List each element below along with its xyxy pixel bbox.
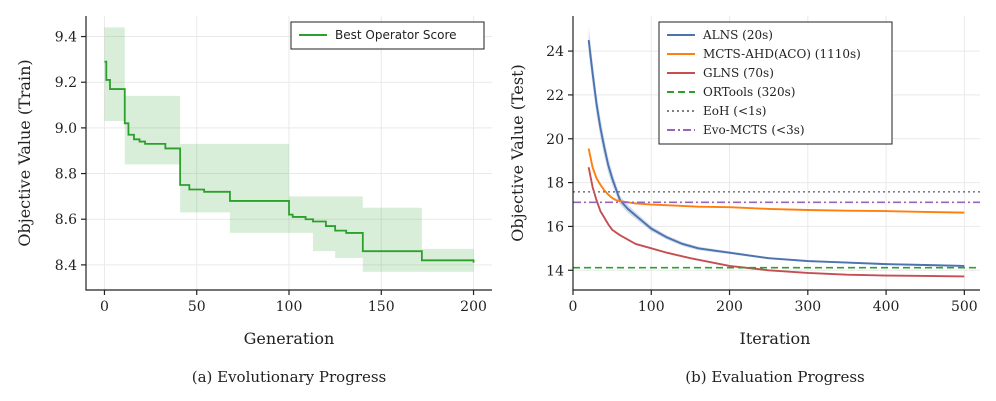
chart-b-xtick-label: 100 bbox=[638, 299, 665, 315]
chart-b-legend-label-1: MCTS-AHD(ACO) (1110s) bbox=[703, 47, 861, 61]
chart-a-series-0-band bbox=[104, 27, 474, 272]
chart-b-legend: ALNS (20s) MCTS-AHD(ACO) (1110s) GLNS (70s… bbox=[658, 21, 893, 145]
chart-b-xtick-label: 400 bbox=[873, 299, 900, 315]
chart-a-line-layer bbox=[104, 60, 475, 263]
chart-b-ylabel: Objective Value (Test) bbox=[508, 64, 527, 242]
chart-b-caption: (b) Evaluation Progress bbox=[685, 368, 864, 386]
chart-a: 0 50 100 150 200 8.4 8.6 8.8 9.0 9.2 9.4 Best Oper… bbox=[15, 16, 492, 386]
chart-b-line-layer bbox=[573, 39, 980, 278]
chart-b-legend-label-0: ALNS (20s) bbox=[702, 28, 773, 42]
chart-a-axes bbox=[85, 16, 492, 291]
chart-b-legend-box bbox=[658, 21, 893, 145]
chart-a-ytick-label: 9.2 bbox=[55, 75, 77, 91]
chart-a-ytick-label: 8.8 bbox=[55, 167, 77, 183]
chart-a-ticks: 0 50 100 150 200 8.4 8.6 8.8 9.0 9.2 9.4 bbox=[55, 30, 487, 315]
chart-a-ytick-label: 8.6 bbox=[55, 212, 77, 228]
chart-a-legend-box bbox=[290, 21, 485, 50]
chart-a-legend: Best Operator Score bbox=[290, 21, 485, 50]
chart-a-legend-label-0: Best Operator Score bbox=[335, 28, 457, 42]
chart-b-ytick-label: 16 bbox=[546, 219, 564, 235]
chart-a-xtick-label: 50 bbox=[188, 299, 206, 315]
chart-a-xtick-label: 100 bbox=[276, 299, 303, 315]
chart-b-series-1-line bbox=[587, 148, 965, 214]
chart-b: 0 100 200 300 400 500 14 16 18 20 22 24 ALNS (20s) M… bbox=[508, 16, 980, 386]
chart-a-xtick-label: 150 bbox=[368, 299, 395, 315]
chart-b-legend-label-5: Evo-MCTS (<3s) bbox=[703, 123, 805, 137]
chart-b-xtick-label: 200 bbox=[716, 299, 743, 315]
chart-a-xtick-label: 0 bbox=[100, 299, 109, 315]
chart-b-ytick-label: 20 bbox=[546, 132, 564, 148]
chart-b-ytick-label: 18 bbox=[546, 176, 564, 192]
chart-b-ytick-label: 22 bbox=[546, 88, 564, 104]
chart-a-band-layer bbox=[104, 27, 474, 272]
chart-b-series-2-line bbox=[587, 167, 965, 278]
chart-b-xlabel: Iteration bbox=[740, 329, 811, 348]
chart-b-xtick-label: 500 bbox=[951, 299, 978, 315]
chart-a-ytick-label: 9.4 bbox=[55, 30, 77, 46]
chart-b-ytick-label: 14 bbox=[546, 263, 564, 279]
chart-b-legend-label-4: EoH (<1s) bbox=[703, 104, 766, 118]
chart-b-legend-label-2: GLNS (70s) bbox=[703, 66, 774, 80]
chart-a-ytick-label: 9.0 bbox=[55, 121, 77, 137]
chart-b-ticks: 0 100 200 300 400 500 14 16 18 20 22 24 bbox=[546, 44, 978, 315]
chart-a-xlabel: Generation bbox=[244, 329, 335, 348]
chart-a-xtick-label: 200 bbox=[460, 299, 487, 315]
chart-a-spines bbox=[85, 16, 492, 291]
chart-a-grid bbox=[86, 16, 492, 290]
chart-b-ytick-label: 24 bbox=[546, 44, 564, 60]
chart-b-legend-label-3: ORTools (320s) bbox=[703, 85, 795, 99]
chart-a-ytick-label: 8.4 bbox=[55, 258, 77, 274]
chart-a-ylabel: Objective Value (Train) bbox=[15, 59, 34, 246]
chart-b-xtick-label: 300 bbox=[794, 299, 821, 315]
chart-b-xtick-label: 0 bbox=[569, 299, 578, 315]
chart-a-series-0-line bbox=[104, 60, 475, 263]
chart-a-caption: (a) Evolutionary Progress bbox=[192, 368, 387, 386]
chart-b-series-0-line bbox=[587, 39, 965, 267]
